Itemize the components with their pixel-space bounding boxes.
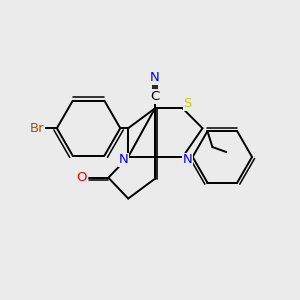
Text: N: N: [118, 153, 128, 167]
Text: Br: Br: [30, 122, 44, 135]
Text: N: N: [150, 71, 160, 84]
Text: N: N: [183, 153, 193, 167]
Text: O: O: [76, 171, 87, 184]
Text: S: S: [184, 97, 192, 110]
Text: C: C: [150, 90, 160, 103]
